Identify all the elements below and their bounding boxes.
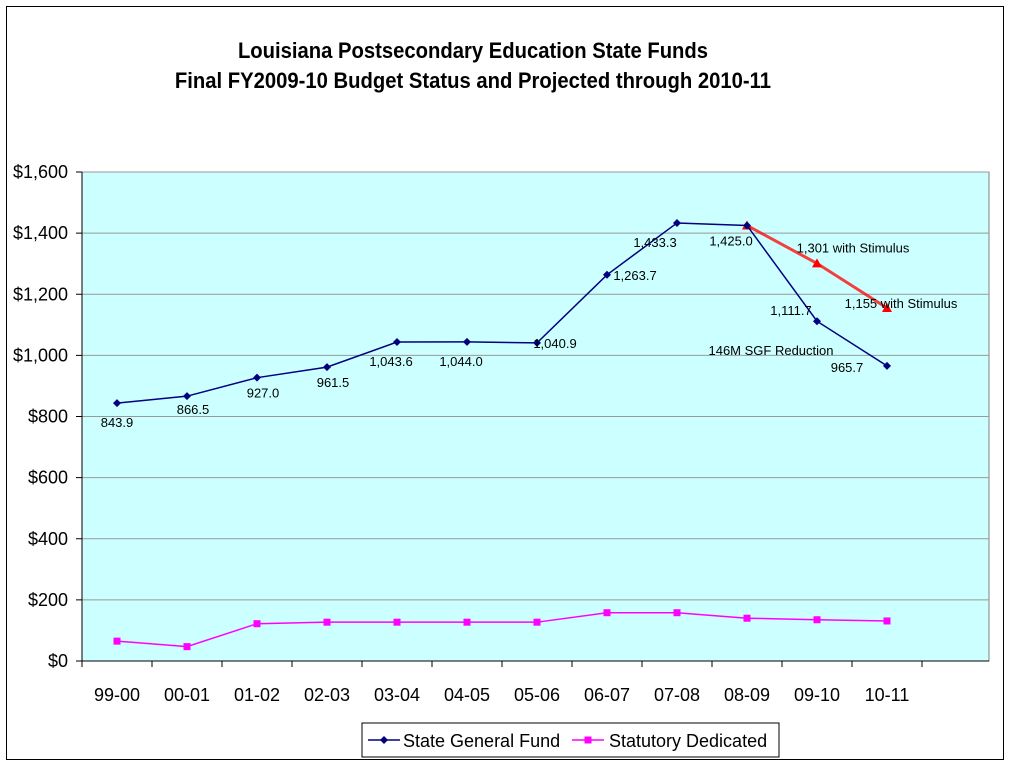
state-general-fund-point <box>183 392 191 401</box>
x-tick-label: 00-01 <box>164 685 210 705</box>
y-tick-label: $800 <box>28 407 68 427</box>
data-label: 927.0 <box>247 386 280 401</box>
x-tick-label: 07-08 <box>654 685 700 705</box>
y-tick-label: $200 <box>28 590 68 610</box>
statutory-dedicated-point <box>883 617 891 625</box>
x-tick-label: 10-11 <box>865 685 910 705</box>
data-label: 961.5 <box>317 375 350 390</box>
x-tick-label: 04-05 <box>444 685 490 705</box>
y-tick-labels: $0 $200 $400 $600 $800 $1,000 $1,200 $1,400 $1,6… <box>13 162 68 671</box>
y-tick-label: $1,600 <box>13 162 68 182</box>
data-label: 1,044.0 <box>439 354 482 369</box>
x-tick-label: 06-07 <box>584 685 630 705</box>
statutory-dedicated-point <box>603 609 611 617</box>
legend: State General Fund Statutory Dedicated <box>361 722 780 758</box>
statutory-dedicated-point <box>743 614 751 622</box>
data-labels: 843.9 866.5 927.0 961.5 1,043.6 1,044.0 1,040.… <box>101 233 864 430</box>
statutory-dedicated-point <box>673 609 681 617</box>
x-tick-label: 03-04 <box>374 685 420 705</box>
state-general-fund-point <box>393 338 401 347</box>
statutory-dedicated-point <box>253 620 261 628</box>
x-tick-label: 08-09 <box>724 685 770 705</box>
legend-box <box>361 722 780 758</box>
x-tick-label: 09-10 <box>794 685 840 705</box>
state-general-fund-line <box>116 222 888 404</box>
statutory-dedicated-line <box>116 611 888 648</box>
data-label: 1,111.7 <box>770 303 811 318</box>
state-general-fund-point <box>603 270 611 279</box>
y-tick-label: $1,400 <box>13 223 68 243</box>
statutory-dedicated-point <box>113 637 121 645</box>
statutory-dedicated-point <box>463 618 471 626</box>
x-tick-label: 01-02 <box>234 685 280 705</box>
stimulus-point <box>812 258 822 268</box>
annotation: 146M SGF Reduction <box>708 343 833 358</box>
y-tick-label: $400 <box>28 529 68 549</box>
series-group <box>113 218 892 651</box>
state-general-fund-point <box>463 337 471 346</box>
chart-frame <box>6 6 1004 760</box>
data-label: 965.7 <box>831 360 864 375</box>
chart-title-line-1: Louisiana Postsecondary Education State … <box>237 38 709 63</box>
statutory-dedicated-point <box>183 643 191 651</box>
state-general-fund-point <box>813 317 821 326</box>
x-tick-labels: 99-00 00-01 01-02 02-03 03-04 04-05 05-06 06-07… <box>94 685 909 705</box>
state-general-fund-point <box>533 338 541 347</box>
stimulus-point <box>882 303 892 313</box>
legend-label-sd: Statutory Dedicated <box>609 731 767 751</box>
state-general-fund-point <box>883 361 891 370</box>
y-tick-label: $1,200 <box>13 284 68 304</box>
x-tick-label: 02-03 <box>304 685 350 705</box>
chart-title-line-2: Final FY2009-10 Budget Status and Projec… <box>174 68 772 93</box>
data-label: 1,043.6 <box>369 354 412 369</box>
statutory-dedicated-point <box>813 616 821 624</box>
state-general-fund-point <box>673 218 681 227</box>
state-general-fund-point <box>113 399 121 408</box>
axes <box>76 171 989 667</box>
data-label: 866.5 <box>177 402 210 417</box>
y-tick-label: $0 <box>48 651 68 671</box>
data-label: 1,433.3 <box>633 235 676 250</box>
annotation: 1,301 with Stimulus <box>797 240 910 255</box>
gridlines <box>82 171 989 601</box>
annotation: 1,155 with Stimulus <box>845 296 958 311</box>
statutory-dedicated-point <box>533 618 541 626</box>
x-tick-label: 99-00 <box>94 685 140 705</box>
state-general-fund-point <box>253 373 261 382</box>
x-tick-label: 05-06 <box>514 685 560 705</box>
state-general-fund-point <box>323 363 331 372</box>
annotations: 1,301 with Stimulus 1,155 with Stimulus 14… <box>708 240 957 358</box>
statutory-dedicated-point <box>323 618 331 626</box>
data-label: 1,425.0 <box>709 233 752 248</box>
legend-marker-sgf <box>380 736 388 744</box>
chart-title: Louisiana Postsecondary Education State … <box>38 36 908 96</box>
legend-marker-sd <box>584 736 592 744</box>
y-tick-label: $600 <box>28 468 68 488</box>
data-label: 1,040.9 <box>533 336 576 351</box>
data-label: 1,263.7 <box>613 268 656 283</box>
statutory-dedicated-point <box>393 618 401 626</box>
state-general-fund-point <box>743 221 751 230</box>
data-label: 843.9 <box>101 415 134 430</box>
y-tick-label: $1,000 <box>13 345 68 365</box>
legend-label-sgf: State General Fund <box>403 731 560 751</box>
